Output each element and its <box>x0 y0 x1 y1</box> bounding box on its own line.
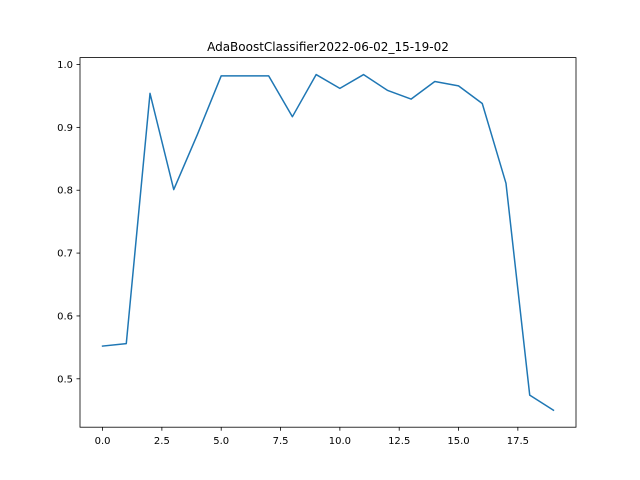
y-tick-label: 0.9 <box>57 123 73 134</box>
series-layer <box>101 73 555 412</box>
x-tick-label: 12.5 <box>388 436 410 447</box>
x-tick-label: 2.5 <box>154 436 170 447</box>
y-tick-label: 0.7 <box>57 249 73 260</box>
x-tick-label: 0.0 <box>95 436 111 447</box>
x-axis-ticks: 0.0 2.5 5.0 7.5 10.0 12.5 15.0 17.5 <box>95 427 529 447</box>
y-tick-label: 1.0 <box>57 60 73 71</box>
y-tick-label: 0.8 <box>57 186 73 197</box>
x-tick-label: 10.0 <box>329 436 351 447</box>
y-tick-label: 0.5 <box>57 374 73 385</box>
y-tick-label: 0.6 <box>57 311 73 322</box>
series-line <box>101 73 555 412</box>
chart-title: AdaBoostClassifier2022-06-02_15-19-02 <box>207 40 449 54</box>
y-axis-ticks: 0.5 0.6 0.7 0.8 0.9 1.0 <box>57 60 80 385</box>
x-tick-label: 17.5 <box>507 436 529 447</box>
x-tick-label: 7.5 <box>273 436 289 447</box>
plot-area-frame <box>79 57 577 428</box>
x-tick-label: 15.0 <box>447 436 469 447</box>
x-tick-label: 5.0 <box>213 436 229 447</box>
